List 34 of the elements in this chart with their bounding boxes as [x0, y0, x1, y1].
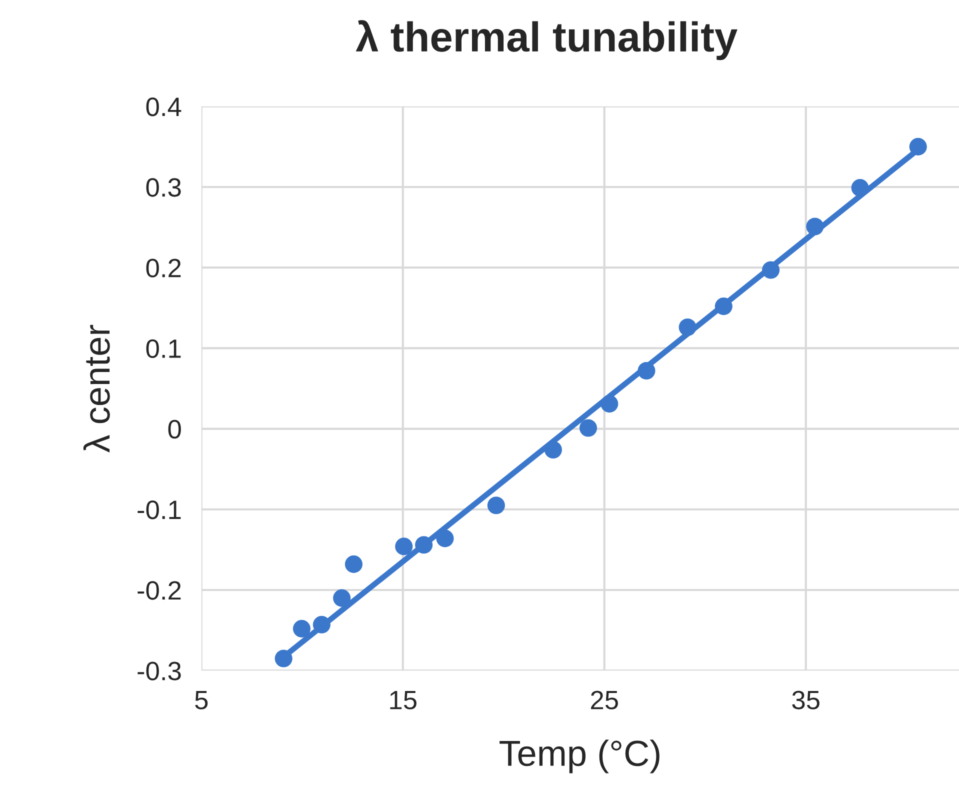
point	[806, 218, 824, 236]
point	[600, 395, 618, 413]
x-axis-title: Temp (°C)	[500, 740, 660, 774]
x-tick-label: 15	[390, 691, 416, 710]
x-tick-label: 35	[792, 690, 820, 710]
y-tick-label: -0.1	[138, 500, 181, 520]
point	[544, 440, 562, 459]
point	[274, 650, 292, 668]
point	[487, 496, 505, 514]
y-tick-label: 0.4	[146, 98, 182, 116]
y-tick-label: 0.2	[146, 258, 181, 278]
point	[762, 261, 780, 279]
y-tick-label: 0.3	[146, 178, 181, 197]
point	[344, 555, 362, 573]
x-tick-label: 5	[195, 691, 208, 710]
point	[415, 536, 433, 554]
x-tick-label: 25	[591, 690, 618, 710]
point	[851, 179, 869, 197]
point	[909, 138, 927, 156]
point	[312, 616, 330, 634]
point	[292, 620, 311, 638]
y-axis-title: λ center	[83, 324, 110, 452]
y-tick-label: -0.2	[138, 581, 181, 600]
point	[579, 419, 598, 437]
point	[333, 589, 351, 607]
y-tick-label: -0.3	[138, 662, 181, 680]
y-tick-label: 0	[168, 420, 181, 439]
point	[395, 538, 413, 556]
point	[436, 530, 454, 548]
point	[678, 318, 696, 336]
point	[638, 362, 656, 380]
chart-title: λ thermal tunability	[356, 20, 738, 60]
y-tick-label: 0.1	[146, 339, 181, 358]
point	[714, 297, 732, 316]
